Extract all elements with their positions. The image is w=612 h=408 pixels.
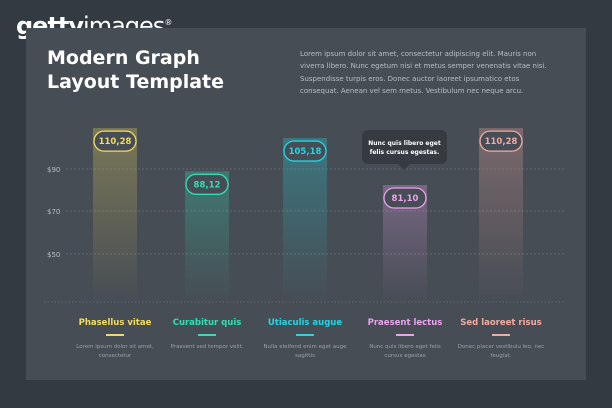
y-tick-label: $90 [47, 166, 60, 174]
value-label: 110,28 [485, 137, 518, 147]
category-description: Lorem ipsum dolor sit amet, consectetur [76, 344, 154, 359]
category-underline [198, 334, 216, 336]
bar [283, 138, 327, 302]
y-tick-label: $70 [47, 208, 60, 216]
value-label: 110,28 [99, 137, 132, 147]
value-pill [383, 187, 427, 209]
category-description: Praesent sed tempor velit. [170, 344, 244, 350]
category-description: Donec placer vestibulu leo, nec feugiat. [457, 344, 545, 359]
value-label: 81,10 [392, 194, 419, 204]
page-title: Modern Graph Layout Template [47, 47, 225, 93]
y-tick-label: $50 [47, 251, 60, 259]
bar [479, 128, 523, 302]
category-underline [396, 334, 414, 336]
tooltip: Nunc quis libero eget felis cursus egest… [362, 130, 447, 170]
category-label: Utiaculis augue [267, 318, 343, 328]
logo-mark: ® [164, 18, 172, 27]
bar [93, 128, 137, 302]
value-pill [93, 130, 137, 152]
category-label: Curabitur quis [172, 318, 242, 328]
value-label: 88,12 [194, 180, 221, 190]
value-pill [479, 130, 523, 152]
category-description: Nulla eleifend enim eget auge sagittis [263, 344, 347, 359]
category-underline [296, 334, 314, 336]
value-pill [283, 140, 327, 162]
category-underline [492, 334, 510, 336]
category-underline [106, 334, 124, 336]
category-description: Nunc quis libero eget felis cursus egest… [369, 344, 441, 359]
value-label: 105,18 [289, 147, 322, 157]
description: Lorem ipsum dolor sit amet, consectetur … [300, 50, 547, 95]
value-pill [185, 173, 229, 195]
category-label: Praesent lectus [367, 318, 443, 328]
category-label: Phasellus vitae [78, 318, 152, 328]
category-label: Sed laoreet risus [460, 318, 542, 328]
